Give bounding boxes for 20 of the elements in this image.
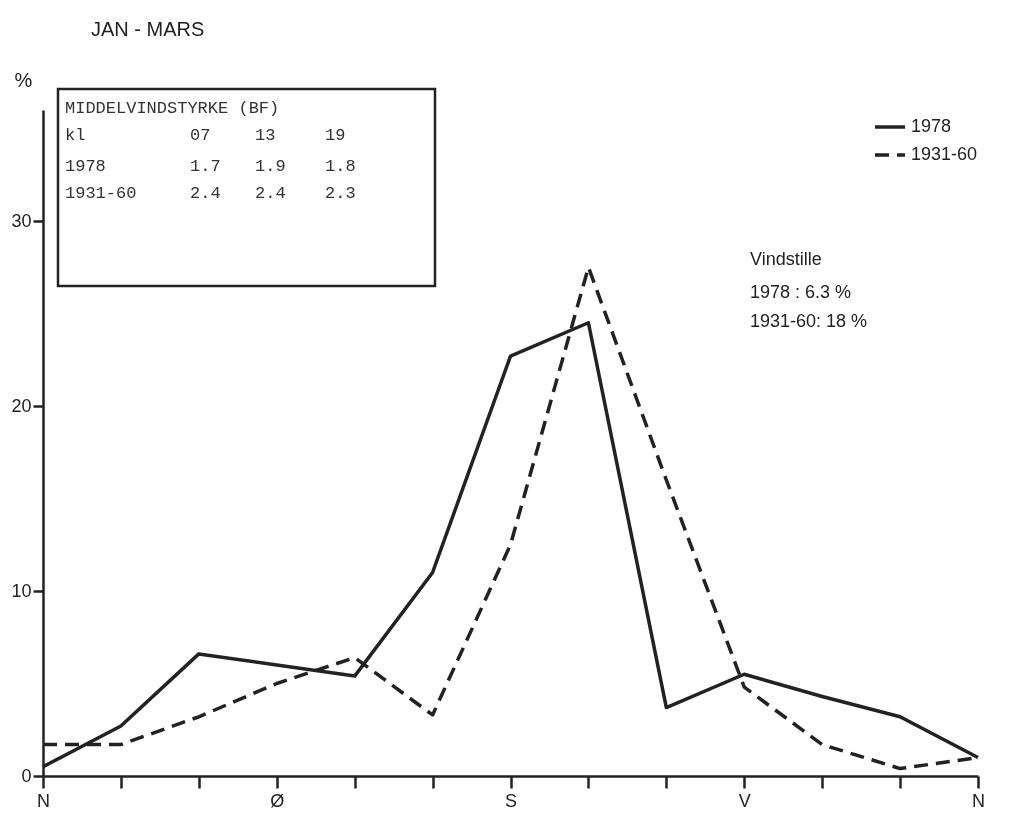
text: 1978 1.7 1.9 1.8 <box>65 157 356 176</box>
text: 1931-60 2.4 2.4 2.3 <box>65 184 356 203</box>
x-tick-label: Ø <box>270 790 285 811</box>
x-tick-label: S <box>504 790 518 811</box>
annotation: MIDDELVINDSTYRKE (BF) <box>65 99 280 118</box>
x-tick-label: N <box>37 790 50 811</box>
legend-label: 1931-60 <box>911 144 978 164</box>
annotation: 1978 : 6.3 % <box>750 282 852 302</box>
y-tick-label: 10 <box>11 580 32 601</box>
x-tick-label: V <box>738 790 751 811</box>
text: kl 07 13 19 <box>65 126 346 145</box>
annotation: Vindstille <box>750 249 822 269</box>
x-tick-label: N <box>972 790 985 811</box>
legend-label: 1978 <box>911 116 952 136</box>
y-tick-label: 0 <box>21 765 32 786</box>
annotation: 1931-60: 18 % <box>750 311 868 331</box>
y-tick-label: 20 <box>11 395 32 416</box>
chart-title: JAN - MARS <box>90 18 205 40</box>
y-axis-title: % <box>14 68 33 91</box>
y-tick-label: 30 <box>11 210 32 231</box>
